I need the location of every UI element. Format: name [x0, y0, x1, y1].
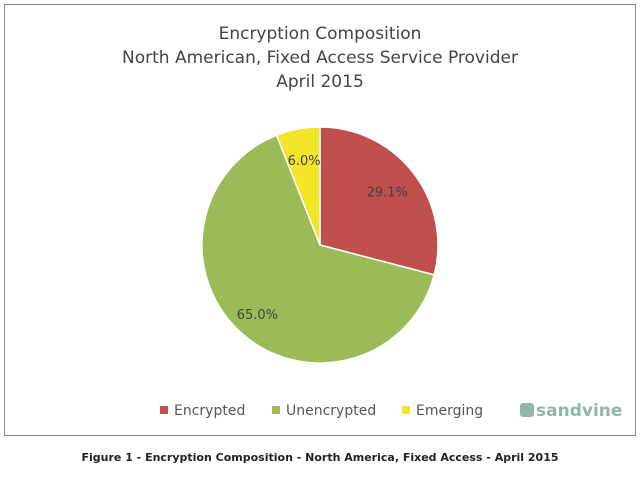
pie-slice [319, 126, 439, 276]
pie-slice [201, 134, 436, 364]
caption: Figure 1 - Encryption Composition - Nort… [81, 451, 558, 464]
legend-label: Emerging [416, 403, 483, 419]
legend-swatch [160, 406, 168, 414]
chart-title: Encryption Composition [219, 24, 422, 44]
data-label: 29.1% [367, 186, 408, 201]
data-label: 65.0% [237, 308, 278, 323]
chart-subtitle: North American, Fixed Access Service Pro… [122, 48, 518, 68]
logo: sandvine [520, 401, 622, 421]
pie-slice [275, 126, 321, 246]
data-label: 6.0% [288, 154, 321, 169]
logo-text: sandvine [536, 401, 622, 421]
chart-date: April 2015 [276, 72, 364, 92]
legend-label: Encrypted [174, 403, 245, 419]
legend-swatch [272, 406, 280, 414]
logo-icon [520, 403, 534, 417]
legend-swatch [402, 406, 410, 414]
legend-label: Unencrypted [286, 403, 376, 419]
